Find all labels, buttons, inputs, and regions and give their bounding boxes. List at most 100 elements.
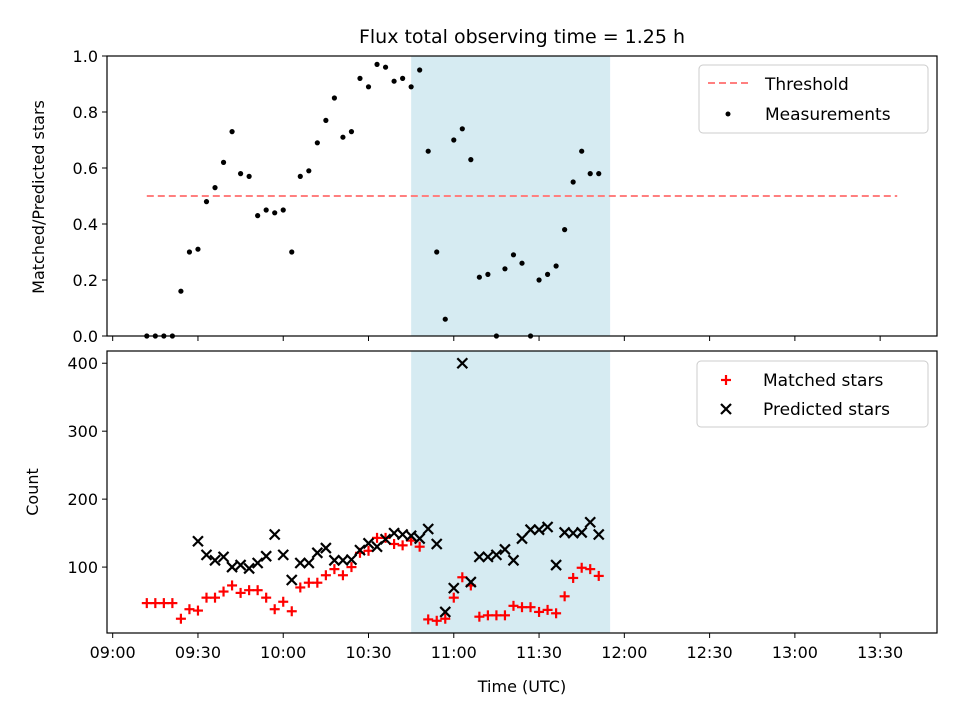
measurement-point — [348, 129, 355, 135]
matched-star-point — [508, 600, 519, 611]
predicted-star-point — [499, 543, 511, 556]
legend-measurements-label: Measurements — [765, 105, 891, 125]
matched-star-point — [252, 585, 263, 596]
measurement-point — [570, 179, 576, 185]
measurement-point — [272, 210, 278, 216]
predicted-star-point — [217, 551, 230, 563]
measurement-point — [289, 249, 295, 255]
predicted-star-point — [294, 557, 307, 569]
measurement-point — [382, 64, 389, 70]
bottom-y-tick-label: 200 — [67, 490, 98, 509]
predicted-star-point — [439, 606, 452, 618]
predicted-star-point — [226, 561, 238, 573]
bottom-panel: 100 200 300 400 09:00 09:30 10:00 10:30 11:00 11… — [23, 350, 938, 696]
matched-star-point — [559, 591, 570, 602]
top-y-tick-label: 0.6 — [73, 159, 98, 178]
predicted-star-point — [413, 532, 426, 545]
measurement-point — [596, 171, 602, 177]
measurement-point — [203, 199, 210, 205]
measurement-point — [263, 207, 269, 213]
matched-star-point — [448, 592, 459, 603]
predicted-star-point — [430, 538, 443, 550]
measurement-point — [417, 67, 423, 73]
predicted-star-point — [465, 576, 477, 588]
matched-star-point — [431, 615, 442, 626]
top-panel: 0.0 0.2 0.4 0.6 0.8 1.0 Matched/Predicted sta… — [29, 47, 938, 346]
measurement-point — [579, 148, 585, 154]
predicted-star-point — [448, 582, 460, 594]
matched-star-point — [440, 613, 451, 624]
measurement-point — [544, 271, 551, 277]
top-y-tick-label: 0.4 — [73, 215, 98, 234]
predicted-star-point — [320, 542, 332, 554]
chart-title: Flux total observing time = 1.25 h — [359, 26, 685, 48]
measurement-point — [306, 168, 312, 174]
matched-star-point — [244, 585, 255, 596]
matched-star-point — [329, 564, 340, 575]
predicted-star-point — [268, 528, 281, 541]
predicted-star-point — [592, 528, 605, 541]
measurement-point — [374, 61, 380, 67]
legend-predicted-label: Predicted stars — [763, 400, 890, 420]
measurement-point — [425, 148, 431, 154]
matched-star-point — [491, 610, 502, 621]
matched-star-point — [175, 613, 186, 624]
measurement-point — [485, 271, 491, 277]
predicted-star-point — [251, 557, 264, 569]
measurement-point — [331, 95, 337, 101]
bottom-ylabel: Count — [23, 468, 42, 516]
measurement-point — [280, 207, 286, 213]
predicted-star-point — [303, 557, 315, 569]
bottom-legend: Matched stars Predicted stars — [696, 360, 929, 428]
measurement-point — [502, 266, 508, 272]
measurement-point — [519, 260, 525, 266]
legend-matched-swatch — [721, 375, 731, 385]
predicted-star-point — [473, 551, 486, 563]
matched-star-point — [158, 598, 169, 609]
measurement-point — [553, 263, 559, 269]
matched-star-point — [525, 602, 536, 613]
matched-star-point — [210, 592, 221, 603]
measurement-point — [229, 129, 235, 135]
matched-star-point — [261, 592, 272, 603]
predicted-star-point — [584, 516, 596, 529]
matched-star-point — [192, 605, 203, 616]
measurement-point — [365, 84, 372, 90]
top-y-tick-label: 1.0 — [73, 47, 98, 66]
matched-star-point — [141, 598, 152, 609]
matched-star-point — [423, 614, 434, 625]
predicted-star-point — [379, 533, 392, 546]
matched-star-point — [312, 577, 323, 588]
matched-star-point — [303, 577, 314, 588]
matched-star-point — [184, 604, 195, 615]
matched-star-point — [295, 582, 306, 593]
matched-star-point — [585, 564, 596, 575]
measurement-point — [536, 277, 542, 283]
legend-predicted-swatch — [720, 403, 732, 415]
matched-star-point — [372, 532, 383, 543]
measurement-point — [459, 126, 465, 132]
matched-star-point — [320, 570, 331, 581]
matched-star-point — [337, 570, 348, 581]
predicted-star-point — [354, 544, 366, 556]
predicted-star-point — [260, 550, 272, 562]
measurement-point — [255, 213, 261, 219]
top-y-tick-label: 0.2 — [73, 271, 98, 290]
predicted-star-point — [422, 523, 434, 535]
matched-star-point — [167, 598, 178, 609]
predicted-star-point — [456, 357, 469, 370]
x-tick-label: 09:30 — [175, 643, 221, 662]
predicted-star-point — [575, 526, 588, 539]
x-tick-label: 13:00 — [772, 643, 818, 662]
x-axis-label: Time (UTC) — [477, 677, 566, 696]
matched-star-point — [218, 586, 229, 597]
predicted-star-point — [533, 523, 545, 536]
predicted-star-point — [550, 559, 562, 571]
predicted-star-point — [234, 559, 247, 571]
top-axes-frame — [106, 55, 938, 337]
measurement-point — [451, 137, 457, 143]
measurement-point — [400, 75, 406, 81]
measurement-point — [391, 78, 397, 84]
x-tick-label: 09:00 — [90, 643, 136, 662]
matched-star-point — [542, 604, 553, 615]
